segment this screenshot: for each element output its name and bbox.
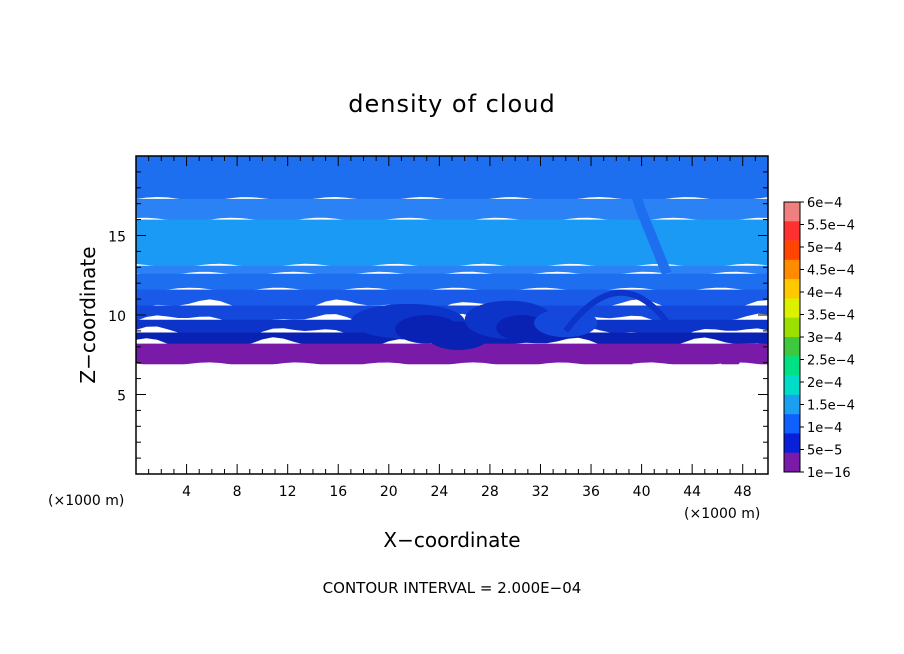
contour-band <box>136 273 768 292</box>
x-axis: 4 8 12 16 20 24 28 32 36 40 44 48 <box>148 156 756 500</box>
x-tick-label: 20 <box>380 484 398 500</box>
x-tick-label: 32 <box>532 484 550 500</box>
contour-band <box>136 319 768 339</box>
x-tick-label: 44 <box>683 484 701 500</box>
colorbar-swatch <box>784 279 800 299</box>
colorbar-swatch <box>784 394 800 415</box>
cloud-plume <box>617 156 672 276</box>
colorbar-label: 1.5e−4 <box>807 399 855 414</box>
cloud-lobe <box>534 308 598 338</box>
colorbar-label: 1e−16 <box>807 466 851 481</box>
colorbar-swatch <box>784 337 800 357</box>
colorbar: 6e−4 5.5e−4 5e−4 4.5e−4 4e−4 3.5e−4 3e−4 2.5e−4… <box>783 196 855 481</box>
colorbar-label: 5e−5 <box>807 444 842 459</box>
colorbar-label: 6e−4 <box>807 196 842 211</box>
y-axis-label: Z−coordinate <box>76 246 100 383</box>
colorbar-swatch <box>784 240 800 261</box>
colorbar-swatch <box>784 221 800 241</box>
colorbar-label: 3e−4 <box>807 331 842 346</box>
chart-title: density of cloud <box>348 90 555 118</box>
colorbar-swatch <box>784 452 800 473</box>
colorbar-label: 1e−4 <box>807 421 842 436</box>
colorbar-label: 3.5e−4 <box>807 309 855 324</box>
colorbar-swatch <box>784 433 800 454</box>
colorbar-swatch <box>784 259 800 280</box>
contour-band <box>136 156 768 201</box>
colorbar-label: 4.5e−4 <box>807 264 855 279</box>
colorbar-label: 2e−4 <box>807 376 842 391</box>
x-tick-label: 40 <box>633 484 651 500</box>
colorbar-swatch <box>784 317 800 338</box>
cloud-base-bump <box>347 353 368 366</box>
x-tick-label: 24 <box>430 484 448 500</box>
colorbar-label: 5e−4 <box>807 241 842 256</box>
colorbar-swatch <box>784 375 800 396</box>
contour-interval-note: CONTOUR INTERVAL = 2.000E−04 <box>323 579 582 597</box>
y-tick-label: 10 <box>108 309 126 325</box>
x-tick-label: 4 <box>182 484 191 500</box>
colorbar-label: 4e−4 <box>807 286 842 301</box>
cloud-base-bump <box>372 350 393 363</box>
cloud-base-bump <box>429 351 450 364</box>
y-axis: 5 10 15 <box>108 171 768 459</box>
colorbar-label: 2.5e−4 <box>807 354 855 369</box>
x-tick-label: 16 <box>329 484 347 500</box>
cloud-base-bump <box>682 350 703 363</box>
x-unit-label-right: (×1000 m) <box>684 506 760 522</box>
cloud-base-bump <box>720 355 741 368</box>
x-tick-label: 36 <box>582 484 600 500</box>
contour-band <box>136 343 768 367</box>
contour-band <box>136 219 768 268</box>
colorbar-swatch <box>784 298 800 319</box>
x-tick-label: 8 <box>233 484 242 500</box>
contour-band <box>136 265 768 276</box>
x-tick-label: 28 <box>481 484 499 500</box>
y-tick-label: 15 <box>108 230 126 246</box>
colorbar-swatch <box>784 356 800 376</box>
cloud-arc <box>563 289 676 333</box>
contour-band <box>136 198 768 222</box>
x-axis-label: X−coordinate <box>383 528 520 552</box>
contour-band <box>136 305 768 326</box>
y-tick-label: 5 <box>117 389 126 405</box>
colorbar-label: 5.5e−4 <box>807 219 855 234</box>
x-tick-label: 12 <box>279 484 297 500</box>
plot-area <box>136 156 768 474</box>
x-tick-label: 48 <box>734 484 752 500</box>
colorbar-swatch <box>784 414 800 434</box>
cloud-base-bump <box>498 351 519 364</box>
clear-air-region <box>136 364 768 474</box>
cloud-lobe <box>496 315 547 341</box>
colorbar-swatch <box>784 202 800 222</box>
x-unit-label-left: (×1000 m) <box>48 493 124 509</box>
